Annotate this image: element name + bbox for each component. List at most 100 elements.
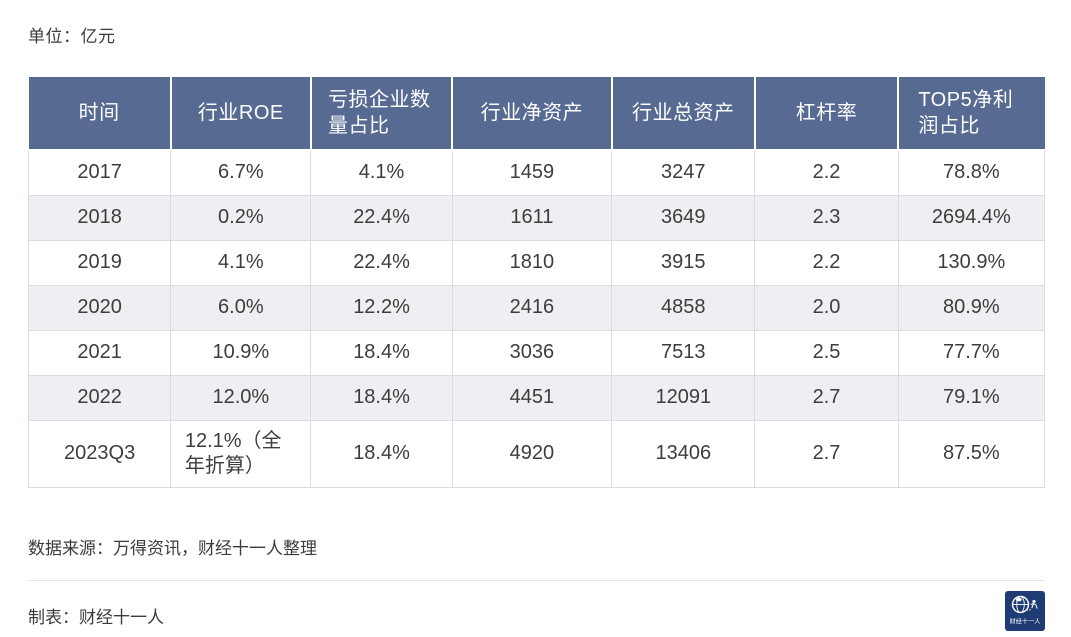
- column-header-label: 亏损企业数量占比: [328, 89, 431, 137]
- cell-value: 6.7%: [218, 161, 264, 184]
- table-cell: 12.2%: [310, 284, 453, 331]
- cell-value: 3915: [661, 251, 706, 274]
- cell-value: 2.7: [812, 442, 841, 465]
- table-cell: 12.0%: [170, 374, 312, 421]
- cell-value: 18.4%: [353, 386, 410, 409]
- cell-value: 2018: [77, 206, 122, 229]
- table-cell: 3649: [611, 194, 756, 241]
- cell-value: 4451: [509, 386, 555, 409]
- cell-value: 1459: [509, 161, 555, 184]
- table-cell: 2.7: [754, 419, 899, 488]
- table-row-2018: 2018 0.2% 22.4% 1611 3649 2.3 2694.4%: [27, 194, 1046, 241]
- table-cell: 12.1%（全年折算）: [170, 419, 312, 488]
- cell-value: 12091: [655, 386, 712, 409]
- globe-icon: 财经十一人: [1010, 595, 1041, 625]
- cell-value: 10.9%: [212, 341, 270, 364]
- caijing-logo: 财经十一人: [1005, 590, 1045, 631]
- cell-value: 78.8%: [942, 161, 1000, 184]
- cell-value: 2416: [509, 296, 555, 319]
- cell-value: 130.9%: [937, 251, 1006, 274]
- cell-value: 2.5: [812, 341, 841, 364]
- cell-value: 1611: [510, 206, 554, 229]
- table-cell: 18.4%: [310, 329, 453, 376]
- table-cell: 4858: [611, 284, 756, 331]
- table-cell: 1611: [451, 194, 613, 241]
- table-cell: 78.8%: [897, 149, 1046, 196]
- cell-value: 3649: [661, 206, 706, 229]
- table-header: 时间 行业ROE 亏损企业数量占比 行业净资产 行业总资产 杠杆率 TOP5净利润占比: [28, 77, 1045, 151]
- column-header-label: 行业净资产: [480, 102, 584, 125]
- table-cell: 2.3: [754, 194, 899, 241]
- cell-value: 4858: [661, 296, 706, 319]
- cell-value: 2.0: [812, 296, 841, 319]
- table-cell: 22.4%: [310, 239, 453, 286]
- table-cell: 2021: [27, 329, 172, 376]
- cell-value: 3036: [509, 341, 555, 364]
- table-cell: 2020: [27, 284, 172, 331]
- cell-value: 13406: [655, 442, 712, 465]
- cell-value: 2.2: [812, 161, 841, 184]
- table-cell: 87.5%: [897, 419, 1046, 488]
- table-row-2021: 2021 10.9% 18.4% 3036 7513 2.5 77.7%: [27, 329, 1046, 376]
- cell-value: 1810: [509, 251, 555, 274]
- table-cell: 6.0%: [170, 284, 312, 331]
- unit-label: 单位：亿元: [28, 27, 116, 46]
- cell-value: 87.5%: [942, 442, 1000, 465]
- source-note: 数据来源：万得资讯，财经十一人整理: [28, 538, 317, 558]
- cell-value: 12.0%: [212, 386, 270, 409]
- cell-value: 6.0%: [218, 296, 264, 319]
- table-cell: 2.0: [754, 284, 899, 331]
- table-cell: 4451: [451, 374, 613, 421]
- column-header-2: 行业ROE: [170, 77, 312, 151]
- cell-value: 2022: [77, 386, 122, 409]
- cell-value: 77.7%: [942, 341, 1000, 364]
- table-cell: 1459: [451, 149, 613, 196]
- column-header-3: 亏损企业数量占比: [310, 77, 454, 151]
- table-row-2023Q3: 2023Q3 12.1%（全年折算） 18.4% 4920 13406 2.7 87.5%: [27, 419, 1046, 488]
- table-cell: 12091: [611, 374, 756, 421]
- cell-value: 18.4%: [353, 442, 410, 465]
- column-header-5: 行业总资产: [611, 77, 756, 151]
- cell-value: 2017: [77, 161, 122, 184]
- table-cell: 80.9%: [897, 284, 1046, 331]
- table-cell: 3247: [611, 149, 756, 196]
- table-cell: 2019: [27, 239, 172, 286]
- table-cell: 4.1%: [170, 239, 312, 286]
- cell-value: 4.1%: [358, 161, 405, 184]
- table-cell: 2022: [27, 374, 172, 421]
- cell-value: 2.2: [812, 251, 841, 274]
- table-cell: 13406: [611, 419, 756, 488]
- cell-value: 12.1%（全年折算）: [184, 429, 282, 477]
- column-header-label: 杠杆率: [795, 102, 858, 125]
- cell-value: 0.2%: [218, 206, 264, 229]
- cell-value: 2021: [77, 341, 122, 364]
- table-cell: 2694.4%: [897, 194, 1046, 241]
- industry-financial-table: 时间 行业ROE 亏损企业数量占比 行业净资产 行业总资产 杠杆率 TOP5净利润占比 20…: [27, 77, 1046, 488]
- table-cell: 18.4%: [310, 374, 453, 421]
- table-cell: 2023Q3: [27, 419, 172, 488]
- table-cell: 18.4%: [310, 419, 453, 488]
- cell-value: 4.1%: [218, 251, 264, 274]
- table-cell: 7513: [611, 329, 756, 376]
- cell-value: 2019: [77, 251, 122, 274]
- table-cell: 10.9%: [170, 329, 312, 376]
- table-cell: 22.4%: [310, 194, 453, 241]
- table-cell: 4920: [451, 419, 613, 488]
- table-cell: 2416: [451, 284, 613, 331]
- table-cell: 2.7: [754, 374, 899, 421]
- table-cell: 2018: [27, 194, 172, 241]
- table-cell: 2.5: [754, 329, 899, 376]
- cell-value: 12.2%: [353, 296, 410, 319]
- table-cell: 79.1%: [897, 374, 1046, 421]
- table-row-2022: 2022 12.0% 18.4% 4451 12091 2.7 79.1%: [27, 374, 1046, 421]
- column-header-7: TOP5净利润占比: [898, 77, 1045, 151]
- cell-value: 3247: [661, 161, 706, 184]
- cell-value: 2.3: [812, 206, 841, 229]
- table-cell: 6.7%: [170, 149, 312, 196]
- table-cell: 2.2: [754, 239, 899, 286]
- table-body: 2017 6.7% 4.1% 1459 3247 2.2 78.8% 2018 0.2% 22.4…: [27, 149, 1046, 488]
- table-cell: 4.1%: [310, 149, 453, 196]
- logo-text: 财经十一人: [1010, 617, 1041, 625]
- table-cell: 1810: [451, 239, 613, 286]
